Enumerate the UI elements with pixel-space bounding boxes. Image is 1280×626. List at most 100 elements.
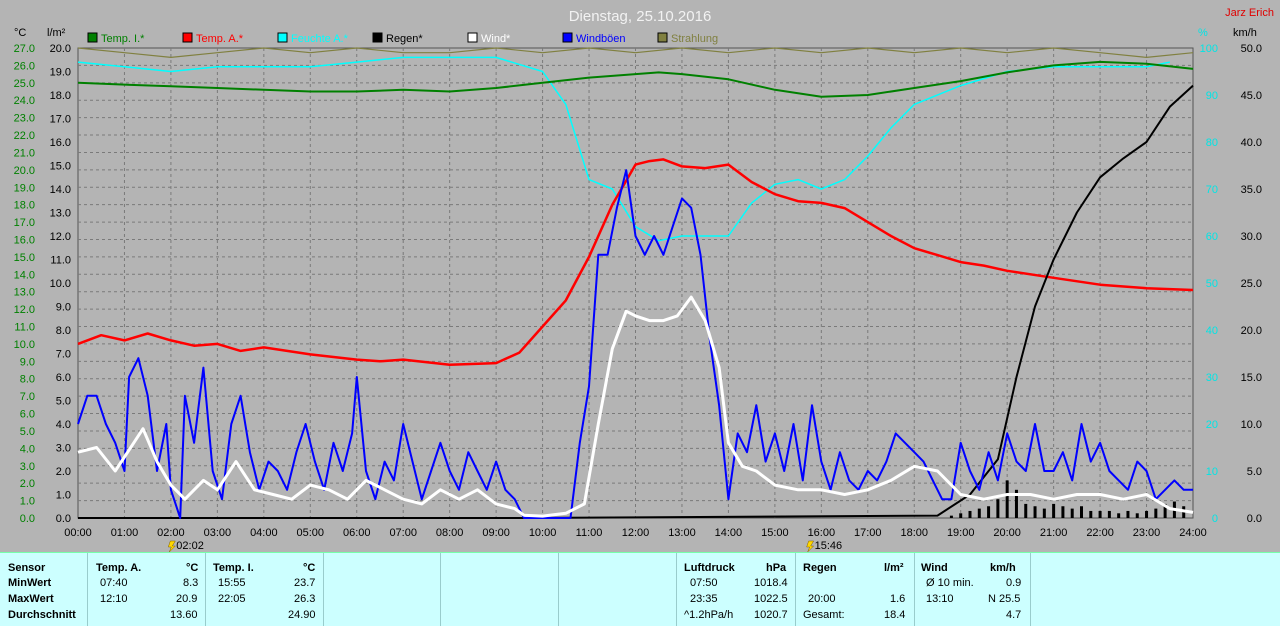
temp-tick-label: 27.0 <box>14 43 35 55</box>
rain-max-time: 20:00 <box>808 593 836 605</box>
rain-bar <box>1070 508 1074 518</box>
x-tick-label: 10:00 <box>529 527 557 539</box>
x-tick-label: 18:00 <box>900 527 928 539</box>
x-tick-label: 20:00 <box>993 527 1021 539</box>
row-label-avg: Durchschnitt <box>8 609 76 621</box>
rain-tick-label: 8.0 <box>56 325 71 337</box>
temp-a-unit: °C <box>186 562 199 574</box>
rain-tick-label: 19.0 <box>50 67 71 79</box>
temp-a-avg-value: 13.60 <box>170 609 198 621</box>
sensor-header: Sensor <box>8 562 46 574</box>
temp-tick-label: 15.0 <box>14 252 35 264</box>
rain-tick-label: 14.0 <box>50 184 71 196</box>
wind-tick-label: 45.0 <box>1241 90 1262 102</box>
temp-i-header: Temp. I. <box>213 562 254 574</box>
chart-title: Dienstag, 25.10.2016 <box>569 8 712 25</box>
rain-tick-label: 16.0 <box>50 137 71 149</box>
rain-bar <box>968 510 972 518</box>
humidity-tick-label: 0 <box>1212 513 1218 525</box>
column-divider <box>323 553 324 626</box>
rain-total-value: 18.4 <box>884 609 906 621</box>
temp-tick-label: 13.0 <box>14 287 35 299</box>
legend-label: Temp. A.* <box>196 33 244 45</box>
legend-label: Windböen <box>576 33 626 45</box>
x-tick-label: 15:00 <box>761 527 789 539</box>
pressure-min-value: 1018.4 <box>754 577 788 589</box>
rain-max-value: 1.6 <box>890 593 906 605</box>
rain-bar <box>1135 513 1139 518</box>
pressure-max-value: 1022.5 <box>754 593 788 605</box>
temp-tick-label: 1.0 <box>20 496 35 508</box>
temp-i-max-value: 26.3 <box>294 593 316 605</box>
x-tick-label: 21:00 <box>1040 527 1068 539</box>
temp-a-min-time: 07:40 <box>100 577 128 589</box>
marker-label: 15:46 <box>815 540 843 552</box>
temp-a-max-value: 20.9 <box>176 593 198 605</box>
x-tick-label: 08:00 <box>436 527 464 539</box>
row-label-max: MaxWert <box>8 593 54 605</box>
x-tick-label: 06:00 <box>343 527 371 539</box>
series-line-windb-en <box>77 169 1193 519</box>
humidity-tick-label: 50 <box>1206 278 1218 290</box>
rain-unit: l/m² <box>884 562 904 574</box>
rain-bar <box>1033 506 1037 518</box>
humidity-tick-label: 30 <box>1206 372 1218 384</box>
column-divider <box>914 553 915 626</box>
legend-swatch <box>277 32 288 43</box>
temp-tick-label: 25.0 <box>14 78 35 90</box>
rain-tick-label: 9.0 <box>56 302 71 314</box>
rain-bar <box>1117 513 1121 518</box>
author-label: Jarz Erich <box>1225 7 1274 19</box>
pressure-min-time: 07:50 <box>690 577 718 589</box>
column-divider <box>795 553 796 626</box>
rain-bar <box>1089 510 1093 518</box>
wind-tick-label: 5.0 <box>1247 466 1262 478</box>
rain-tick-label: 3.0 <box>56 443 71 455</box>
humidity-tick-label: 10 <box>1206 466 1218 478</box>
rain-unit-label: l/m² <box>47 27 66 39</box>
temp-i-max-time: 22:05 <box>218 593 246 605</box>
legend-swatch <box>87 32 98 43</box>
x-tick-label: 03:00 <box>204 527 232 539</box>
rain-tick-label: 0.0 <box>56 513 71 525</box>
temp-tick-label: 19.0 <box>14 182 35 194</box>
x-tick-label: 22:00 <box>1086 527 1114 539</box>
rain-bar <box>1014 489 1018 518</box>
temp-tick-label: 4.0 <box>20 443 35 455</box>
marker-icon <box>806 540 815 552</box>
rain-tick-label: 10.0 <box>50 278 71 290</box>
rain-tick-label: 4.0 <box>56 419 71 431</box>
wind-tick-label: 35.0 <box>1241 184 1262 196</box>
rain-bar <box>1024 503 1028 518</box>
rain-tick-label: 6.0 <box>56 372 71 384</box>
marker-label: 02:02 <box>176 540 204 552</box>
x-tick-label: 11:00 <box>576 527 603 539</box>
rain-bar <box>1145 510 1149 518</box>
statistics-table: Sensor MinWert MaxWert Durchschnitt Temp… <box>0 552 1280 626</box>
temp-tick-label: 3.0 <box>20 461 35 473</box>
pressure-unit: hPa <box>766 562 787 574</box>
pressure-header: Luftdruck <box>684 562 735 574</box>
wind-tick-label: 10.0 <box>1241 419 1262 431</box>
temp-i-avg-value: 24.90 <box>288 609 316 621</box>
humidity-tick-label: 70 <box>1206 184 1218 196</box>
temp-tick-label: 17.0 <box>14 217 35 229</box>
x-tick-label: 19:00 <box>947 527 975 539</box>
rain-bar <box>1042 508 1046 518</box>
rain-tick-label: 1.0 <box>56 490 71 502</box>
rain-bar <box>1154 508 1158 518</box>
legend-label: Wind* <box>481 33 511 45</box>
temp-unit-label: °C <box>14 27 26 39</box>
temp-tick-label: 11.0 <box>14 322 35 334</box>
temp-tick-label: 10.0 <box>14 339 35 351</box>
humidity-tick-label: 90 <box>1206 90 1218 102</box>
rain-bar <box>1098 510 1102 518</box>
x-tick-label: 23:00 <box>1133 527 1161 539</box>
humidity-tick-label: 40 <box>1206 325 1218 337</box>
temp-tick-label: 20.0 <box>14 165 35 177</box>
rain-tick-label: 11.0 <box>50 255 71 267</box>
wind-tick-label: 50.0 <box>1241 43 1262 55</box>
temp-tick-label: 9.0 <box>20 356 35 368</box>
temp-tick-label: 12.0 <box>14 304 35 316</box>
column-divider <box>87 553 88 626</box>
